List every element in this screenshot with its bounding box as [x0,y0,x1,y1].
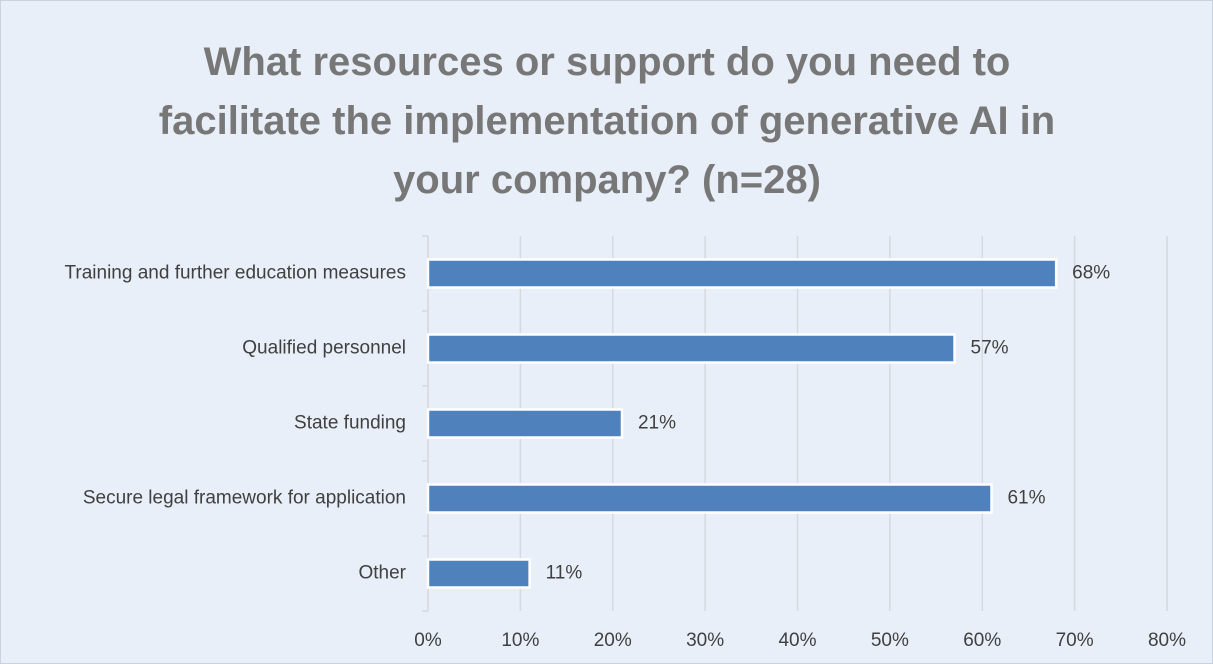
bar [426,558,531,589]
x-tick-label: 0% [414,630,442,651]
data-label: 68% [1072,263,1110,284]
x-tick-label: 30% [686,630,724,651]
x-tick-label: 80% [1148,630,1186,651]
data-label: 61% [1007,488,1045,509]
y-tick-label: Qualified personnel [242,338,406,359]
y-tick-label: Other [358,563,406,584]
y-tick-label: Training and further education measures [65,263,407,284]
x-tick-label: 10% [501,630,539,651]
bar [426,333,956,364]
bar [426,408,624,439]
x-tick-label: 40% [778,630,816,651]
x-tick-label: 60% [963,630,1001,651]
bar [426,483,993,514]
y-tick-label: Secure legal framework for application [83,488,406,509]
data-label: 57% [971,338,1009,359]
y-tick-label: State funding [294,413,406,434]
x-tick-label: 20% [594,630,632,651]
chart-title: What resources or support do you need to… [158,40,1056,202]
x-tick-label: 50% [871,630,909,651]
data-label: 11% [546,563,583,584]
bar [426,258,1058,289]
x-tick-label: 70% [1056,630,1094,651]
data-label: 21% [638,413,676,434]
